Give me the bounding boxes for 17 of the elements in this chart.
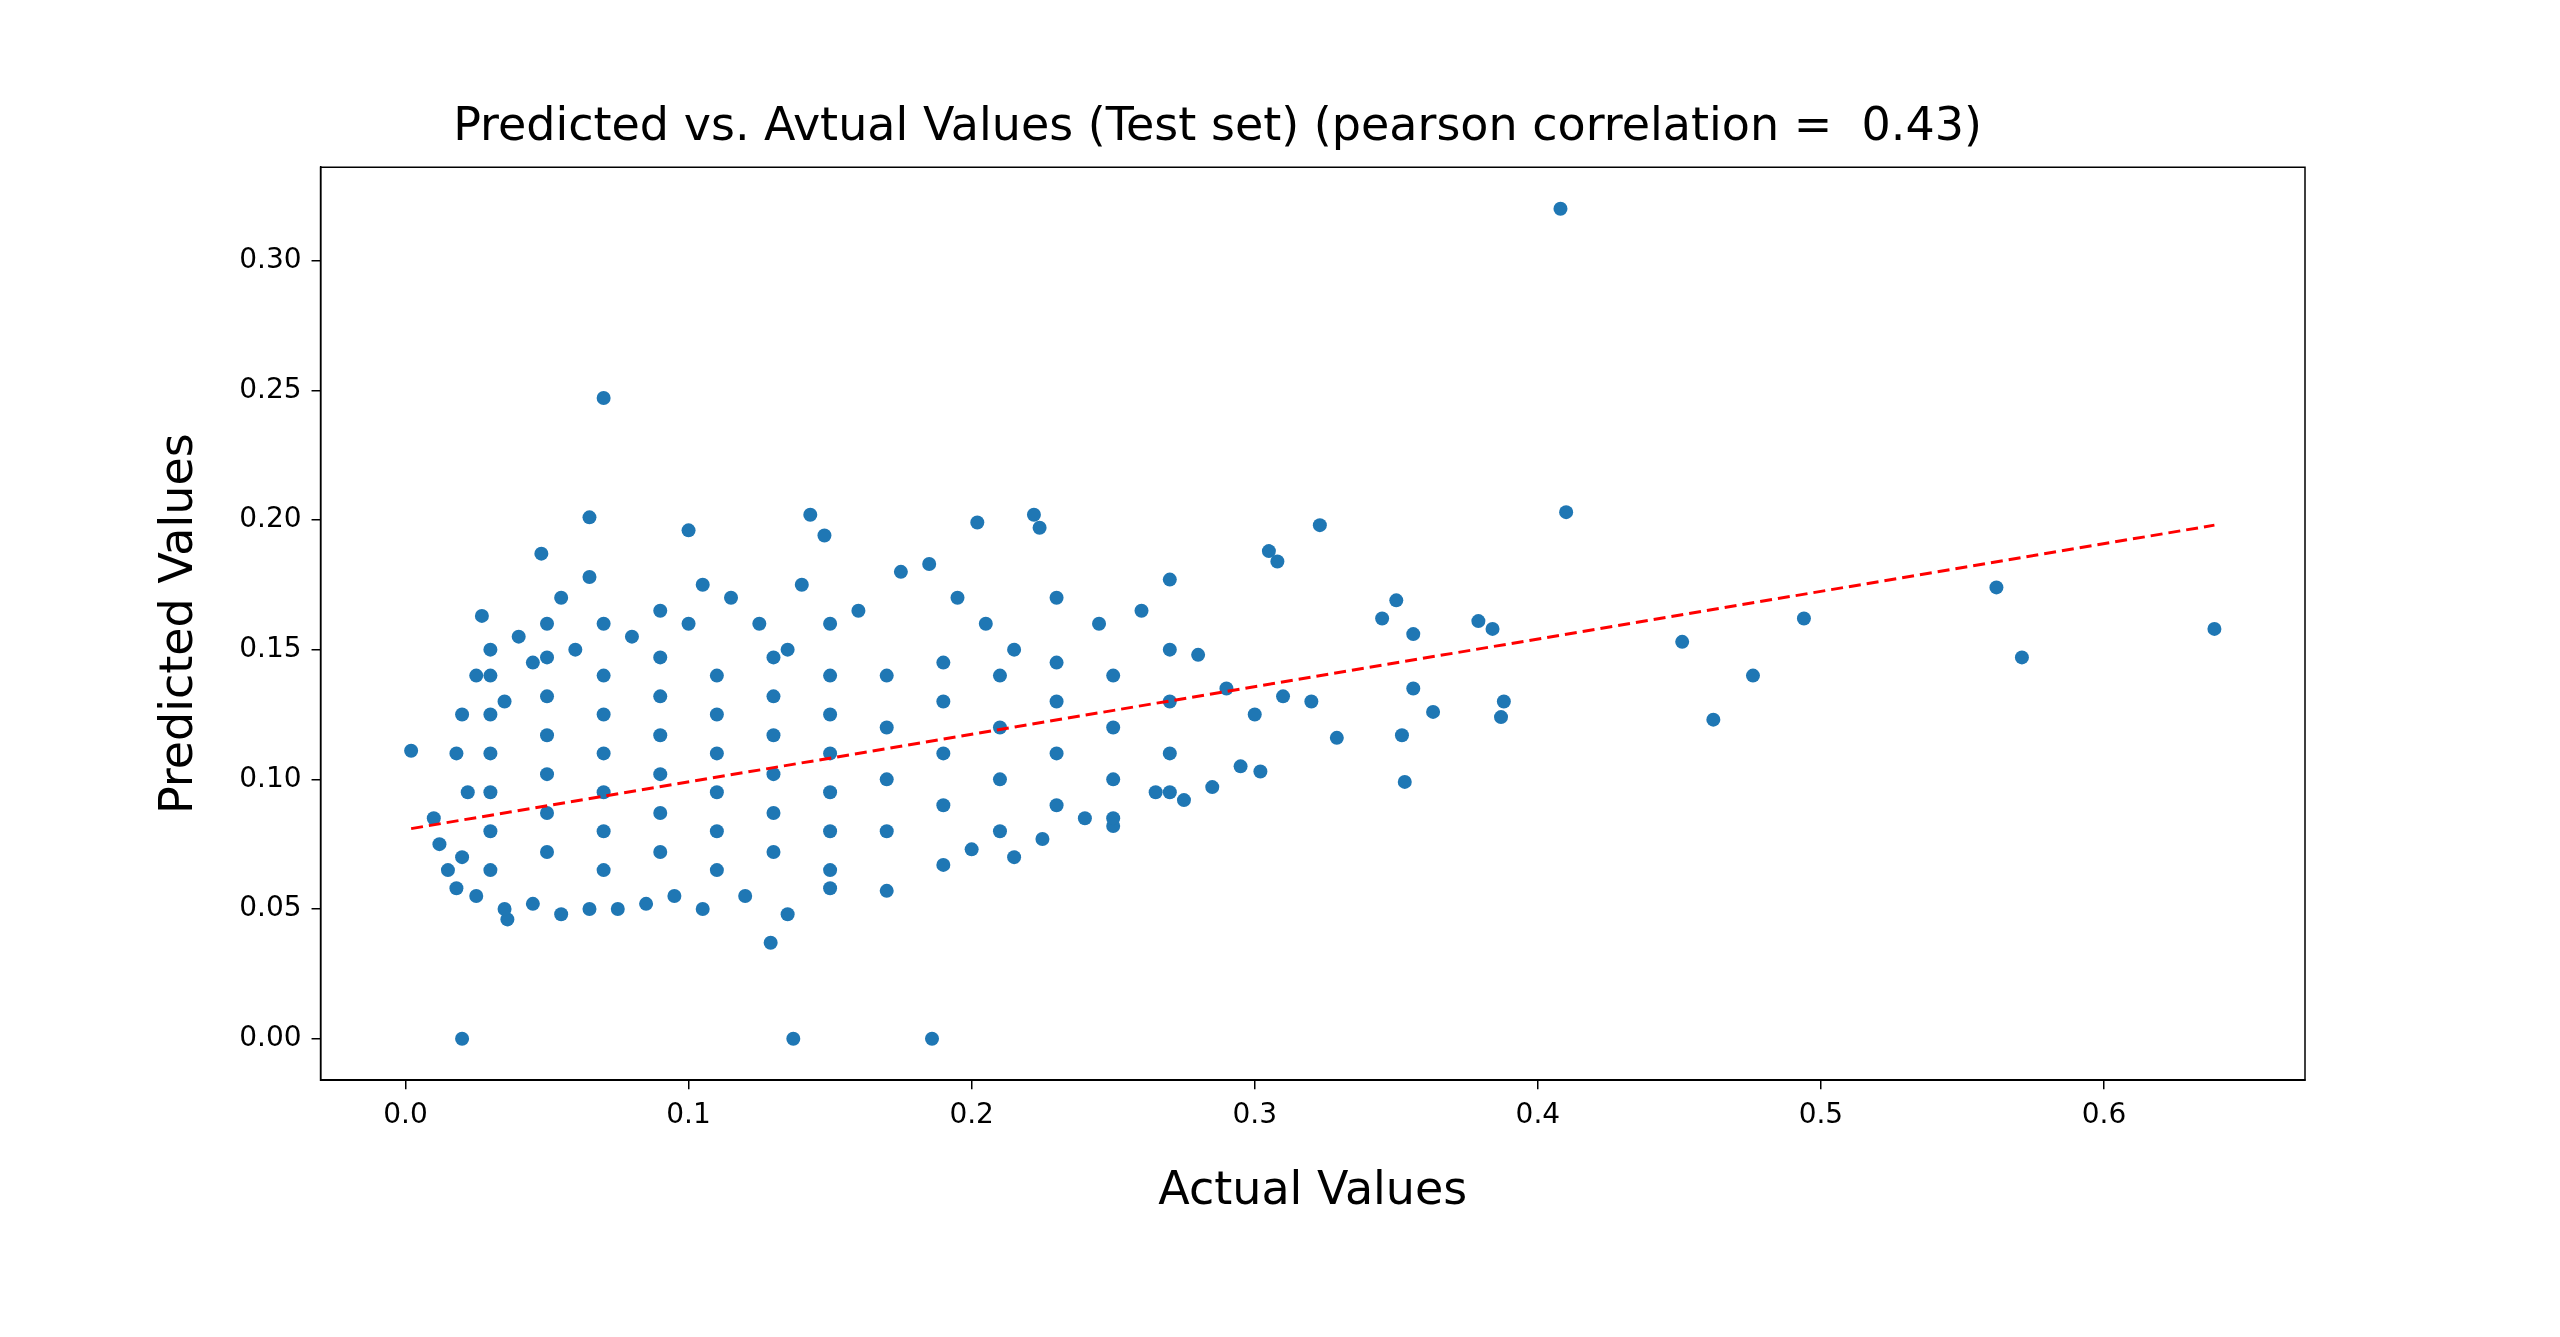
x-axis-title: Actual Values [1158,1161,1468,1216]
y-tick-label: 0.25 [239,371,302,405]
y-tick-label: 0.30 [239,241,302,275]
x-tick-label: 0.0 [383,1097,428,1131]
x-tick-label: 0.4 [1515,1097,1561,1131]
x-tick-label: 0.6 [2081,1097,2127,1131]
x-tick-label: 0.5 [1798,1097,1844,1131]
y-tick-label: 0.05 [239,890,302,924]
y-tick-label: 0.10 [239,760,302,794]
y-tick-label: 0.20 [239,501,302,535]
x-tick-label: 0.1 [666,1097,711,1131]
chart-title: Predicted vs. Avtual Values (Test set) (pearson correlation = 0.43) [453,96,1982,151]
y-axis-title: Predicted Values [148,433,203,815]
y-tick-label: 0.00 [239,1019,302,1053]
y-tick-label: 0.15 [239,630,302,664]
x-tick-label: 0.3 [1232,1097,1277,1131]
x-tick-label: 0.2 [949,1097,994,1131]
